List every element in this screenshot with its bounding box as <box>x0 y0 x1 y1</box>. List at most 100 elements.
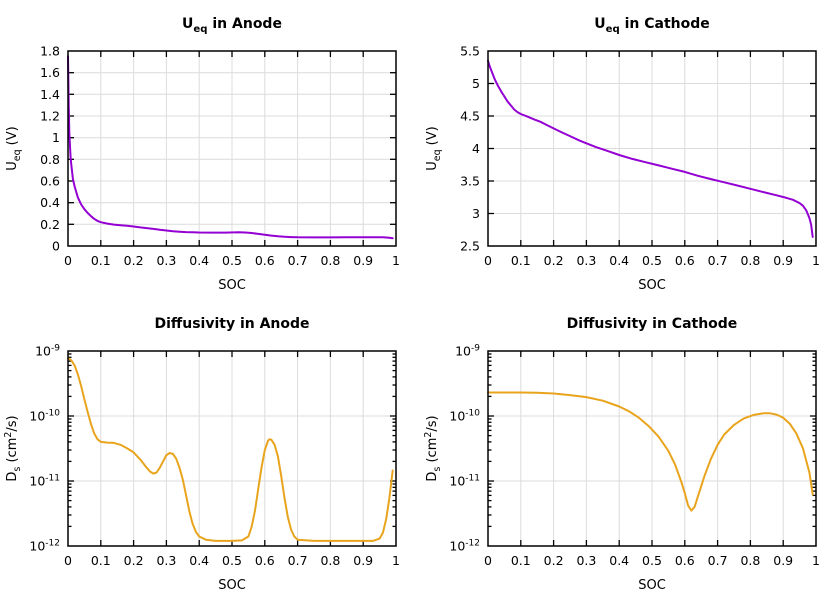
y-tick-label: 10-11 <box>449 474 480 489</box>
x-tick-label: 0 <box>64 553 72 568</box>
x-tick-label: 0.7 <box>708 553 728 568</box>
x-tick-label: 0 <box>64 253 72 268</box>
x-tick-label: 0.9 <box>353 253 373 268</box>
y-tick-label: 10-9 <box>455 344 480 359</box>
tick-marks <box>488 51 816 246</box>
y-tick-label: 1.4 <box>40 87 60 102</box>
data-curve-diffusivity-cathode <box>487 391 814 512</box>
chart-cell-ueq-cathode: Ueq in Cathode 0 0.1 0.2 0.3 0.4 0.5 0.6 0.7 0.8 0… <box>420 0 840 300</box>
y-tick-label: 4 <box>472 141 480 156</box>
axis-frame <box>67 350 397 547</box>
chart-title: Diffusivity in Cathode <box>567 316 738 332</box>
x-axis-label: SOC <box>638 578 666 593</box>
y-tick-label: 0.8 <box>40 152 60 167</box>
x-tick-label: 0.6 <box>675 253 695 268</box>
x-tick-label: 0.1 <box>511 253 531 268</box>
y-tick-label: 0 <box>52 239 60 254</box>
axis-frame <box>487 350 817 547</box>
x-tick-label: 1 <box>392 253 400 268</box>
x-tick-label: 0.7 <box>708 253 728 268</box>
y-tick-label: 10-11 <box>29 474 60 489</box>
x-tick-label: 1 <box>812 253 820 268</box>
grid <box>488 51 816 246</box>
y-tick-label: 4.5 <box>460 109 480 124</box>
y-axis-label: Ds (cm2/s) <box>3 415 23 481</box>
y-tick-label: 5.5 <box>460 44 480 59</box>
x-tick-label: 0.3 <box>576 553 596 568</box>
y-axis-label: Ueq (V) <box>5 126 23 170</box>
chart-cell-diffusivity-cathode: Diffusivity in Cathode 0 0.1 0.2 0.3 0.4 0.5 0.… <box>420 300 840 600</box>
y-axis-label: Ds (cm2/s) <box>423 415 443 481</box>
x-tick-label: 1 <box>392 553 400 568</box>
chart-title: Ueq in Anode <box>182 16 282 35</box>
y-tick-label: 2.5 <box>460 239 480 254</box>
y-tick-label: 10-12 <box>29 539 60 554</box>
tick-marks <box>68 51 396 246</box>
y-tick-label: 3.5 <box>460 174 480 189</box>
x-tick-label: 0.7 <box>288 253 308 268</box>
x-tick-label: 0 <box>484 253 492 268</box>
chart-diffusivity-cathode: Diffusivity in Cathode 0 0.1 0.2 0.3 0.4 0.5 0.… <box>423 316 820 593</box>
x-tick-label: 0.8 <box>320 253 340 268</box>
x-tick-label: 0.9 <box>773 253 793 268</box>
x-tick-label: 0.2 <box>124 553 144 568</box>
x-tick-label: 0.2 <box>124 253 144 268</box>
grid <box>68 351 396 546</box>
x-tick-label: 0.4 <box>609 253 629 268</box>
y-tick-label: 1.6 <box>40 65 60 80</box>
axis-frame <box>487 50 817 247</box>
x-tick-label: 0.8 <box>320 553 340 568</box>
x-tick-label: 0.3 <box>156 553 176 568</box>
x-axis-label: SOC <box>218 578 246 593</box>
x-tick-label: 0.2 <box>544 253 564 268</box>
x-tick-label: 0.1 <box>91 253 111 268</box>
x-tick-label: 0.9 <box>353 553 373 568</box>
chart-cell-ueq-anode: Ueq in Anode 0 0.1 0.2 0.3 0.4 0.5 0.6 0.7 0.8 0.9… <box>0 0 420 300</box>
x-tick-label: 0.6 <box>675 553 695 568</box>
y-tick-label: 10-12 <box>449 539 480 554</box>
x-tick-label: 0.1 <box>511 553 531 568</box>
x-tick-label: 0.7 <box>288 553 308 568</box>
y-tick-label: 0.4 <box>40 195 60 210</box>
x-tick-label: 0.9 <box>773 553 793 568</box>
x-tick-label: 0.5 <box>642 553 662 568</box>
chart-title: Ueq in Cathode <box>594 16 709 35</box>
chart-ueq-cathode: Ueq in Cathode 0 0.1 0.2 0.3 0.4 0.5 0.6 0.7 0.8 0… <box>425 16 820 293</box>
y-tick-label: 0.6 <box>40 174 60 189</box>
x-tick-label: 0.2 <box>544 553 564 568</box>
x-tick-label: 0.4 <box>609 553 629 568</box>
data-curve-ueq-anode <box>67 55 394 240</box>
axis-frame <box>67 50 397 247</box>
y-tick-label: 0.2 <box>40 217 60 232</box>
x-tick-label: 0.8 <box>740 253 760 268</box>
chart-cell-diffusivity-anode: Diffusivity in Anode 0 0.1 0.2 0.3 0.4 0.5 0.6 0… <box>0 300 420 600</box>
chart-diffusivity-anode: Diffusivity in Anode 0 0.1 0.2 0.3 0.4 0.5 0.6 0… <box>3 316 400 593</box>
x-tick-label: 0.3 <box>156 253 176 268</box>
y-tick-label: 5 <box>472 76 480 91</box>
chart-ueq-anode: Ueq in Anode 0 0.1 0.2 0.3 0.4 0.5 0.6 0.7 0.8 0.9… <box>5 16 400 293</box>
chart-title: Diffusivity in Anode <box>154 316 309 332</box>
data-curve-diffusivity-anode <box>67 357 394 542</box>
y-axis-label: Ueq (V) <box>425 126 443 170</box>
x-tick-label: 0 <box>484 553 492 568</box>
x-tick-label: 0.1 <box>91 553 111 568</box>
x-tick-label: 0.5 <box>222 553 242 568</box>
y-tick-label: 1 <box>52 130 60 145</box>
x-tick-label: 0.6 <box>255 253 275 268</box>
grid <box>488 351 816 546</box>
x-tick-label: 1 <box>812 553 820 568</box>
x-tick-label: 0.4 <box>189 253 209 268</box>
x-tick-label: 0.8 <box>740 553 760 568</box>
x-tick-label: 0.4 <box>189 553 209 568</box>
grid <box>68 51 396 246</box>
y-tick-label: 1.2 <box>40 109 60 124</box>
x-tick-label: 0.5 <box>222 253 242 268</box>
x-tick-label: 0.5 <box>642 253 662 268</box>
y-tick-label: 1.8 <box>40 44 60 59</box>
data-curve-ueq-cathode <box>487 59 814 238</box>
x-axis-label: SOC <box>638 278 666 293</box>
y-tick-label: 10-9 <box>35 344 60 359</box>
y-tick-label: 10-10 <box>29 409 60 424</box>
